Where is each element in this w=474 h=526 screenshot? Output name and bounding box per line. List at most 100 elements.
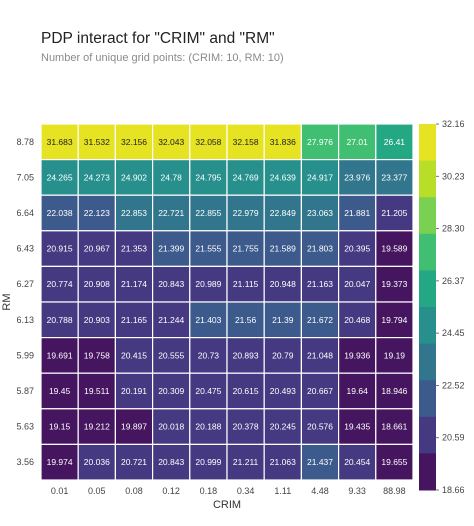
heatmap-cell <box>263 443 303 481</box>
heatmap-cell <box>375 301 414 339</box>
cell-value-label: 20.454 <box>344 457 370 467</box>
cell-value-label: 21.063 <box>270 457 296 467</box>
cell-value-label: 24.639 <box>270 172 296 182</box>
y-tick-label: 6.13 <box>16 315 34 325</box>
cell-value-label: 32.043 <box>158 137 184 147</box>
colorbar-band <box>419 416 436 454</box>
colorbar-tick-label: 18.66 <box>442 485 465 495</box>
heatmap-cell <box>114 408 154 445</box>
cell-value-label: 24.795 <box>195 172 221 182</box>
cell-value-label: 20.468 <box>344 315 370 325</box>
cell-value-label: 21.048 <box>307 350 333 360</box>
heatmap-cell <box>189 408 228 445</box>
x-axis-label: CRIM <box>213 499 241 511</box>
colorbar-tick-label: 22.52 <box>442 380 465 390</box>
cell-value-label: 20.908 <box>84 279 110 289</box>
y-axis-ticks: 8.78 7.05 6.64 6.43 6.27 6.13 5.99 5.87 5.63 3.56 <box>16 137 34 467</box>
colorbar-band <box>419 453 436 491</box>
heatmap-cell <box>114 337 154 374</box>
cell-value-label: 19.691 <box>47 350 73 360</box>
cell-value-label: 22.038 <box>47 208 73 218</box>
cell-value-label: 20.395 <box>344 244 370 254</box>
heatmap-cell <box>40 159 79 196</box>
cell-value-label: 20.378 <box>233 422 259 432</box>
cell-value-label: 20.018 <box>158 422 184 432</box>
cell-value-label: 21.211 <box>233 457 259 467</box>
cell-value-label: 21.163 <box>307 279 333 289</box>
cell-value-label: 20.309 <box>158 386 184 396</box>
heatmap-cell <box>300 265 340 303</box>
chart-title: PDP interact for "CRIM" and "RM" <box>41 30 275 47</box>
x-tick-label: 9.33 <box>348 486 366 496</box>
x-tick-label: 1.11 <box>274 486 291 496</box>
heatmap-cell <box>189 230 228 268</box>
cell-value-label: 32.158 <box>233 137 259 147</box>
cell-value-label: 20.989 <box>195 279 221 289</box>
x-tick-label: 0.08 <box>125 486 143 496</box>
heatmap-cell <box>152 372 191 410</box>
cell-value-label: 20.893 <box>233 350 259 360</box>
cell-value-label: 21.881 <box>344 208 370 218</box>
heatmap-cell <box>338 230 377 268</box>
x-tick-label: 0.05 <box>88 486 106 496</box>
cell-value-label: 21.589 <box>270 244 296 254</box>
colorbar-band <box>419 380 436 418</box>
heatmap-cell <box>375 443 414 481</box>
x-tick-label: 4.48 <box>311 486 329 496</box>
colorbar-band <box>419 233 436 271</box>
heatmap-cell <box>338 194 377 232</box>
x-tick-label: 0.12 <box>162 486 180 496</box>
cell-value-label: 19.45 <box>49 386 71 396</box>
cell-value-label: 22.855 <box>195 208 221 218</box>
colorbar-band <box>419 307 436 345</box>
x-tick-label: 0.18 <box>200 486 218 496</box>
heatmap-cell <box>300 372 340 410</box>
cell-value-label: 23.377 <box>381 172 407 182</box>
heatmap-cell <box>152 194 191 232</box>
cell-value-label: 21.244 <box>158 315 184 325</box>
cell-value-label: 24.78 <box>161 172 183 182</box>
cell-value-label: 21.39 <box>272 315 294 325</box>
y-tick-label: 7.05 <box>16 172 34 182</box>
cell-value-label: 21.803 <box>307 244 333 254</box>
colorbar-band <box>419 270 436 308</box>
y-tick-label: 5.87 <box>16 386 34 396</box>
cell-value-label: 19.897 <box>121 422 147 432</box>
cell-value-label: 19.936 <box>344 350 370 360</box>
y-tick-label: 8.78 <box>16 137 34 147</box>
cell-value-label: 24.273 <box>84 172 110 182</box>
y-tick-label: 6.27 <box>16 279 34 289</box>
cell-value-label: 20.903 <box>84 315 110 325</box>
cell-value-label: 19.19 <box>384 350 406 360</box>
cell-value-label: 20.188 <box>195 422 221 432</box>
colorbar: 32.16 30.23 28.30 26.37 24.45 22.52 20.59 18.66 <box>419 119 465 495</box>
cell-value-label: 20.493 <box>270 386 296 396</box>
y-tick-label: 6.64 <box>16 208 34 218</box>
cell-value-label: 20.555 <box>158 350 184 360</box>
heatmap-cell <box>338 337 377 374</box>
chart-subtitle: Number of unique grid points: (CRIM: 10,… <box>41 52 284 64</box>
cell-value-label: 19.212 <box>84 422 110 432</box>
heatmap-value-labels: 31.683 31.532 32.156 32.043 32.058 32.158 31.8… <box>47 137 408 467</box>
cell-value-label: 20.788 <box>47 315 73 325</box>
cell-value-label: 27.976 <box>307 137 333 147</box>
cell-value-label: 21.755 <box>233 244 259 254</box>
cell-value-label: 20.999 <box>195 457 221 467</box>
cell-value-label: 32.156 <box>121 137 147 147</box>
heatmap-cell <box>300 194 340 232</box>
cell-value-label: 20.967 <box>84 244 110 254</box>
heatmap-cell <box>338 372 377 410</box>
y-tick-label: 5.99 <box>16 350 34 360</box>
cell-value-label: 23.976 <box>344 172 370 182</box>
heatmap-cell <box>338 159 377 196</box>
heatmap-cell <box>152 443 191 481</box>
heatmap-cell <box>77 372 116 410</box>
heatmap-cell <box>189 372 228 410</box>
colorbar-tick-label: 32.16 <box>442 119 465 129</box>
cell-value-label: 20.79 <box>272 350 294 360</box>
cell-value-label: 23.063 <box>307 208 333 218</box>
cell-value-label: 20.73 <box>198 350 220 360</box>
cell-value-label: 20.774 <box>47 279 73 289</box>
cell-value-label: 21.555 <box>195 244 221 254</box>
y-axis-label: RM <box>1 293 13 310</box>
